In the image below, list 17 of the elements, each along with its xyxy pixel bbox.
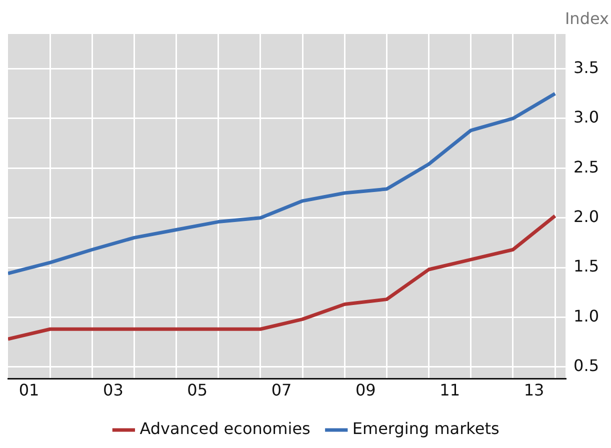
y-axis-title: Index [564, 9, 609, 28]
y-tick-label: 1.5 [574, 256, 600, 276]
x-tick-label: 13 [524, 380, 544, 400]
x-tick-label: 07 [271, 380, 292, 400]
legend-label: Emerging markets [352, 419, 500, 438]
x-tick-label: 05 [187, 380, 208, 400]
y-tick-label: 3.5 [574, 58, 600, 77]
x-tick-label: 09 [355, 380, 376, 400]
y-tick-label: 3.0 [574, 108, 600, 127]
y-tick-label: 0.5 [574, 356, 600, 376]
y-tick-label: 1.0 [574, 306, 600, 326]
x-tick-label: 11 [440, 380, 460, 400]
x-tick-label: 01 [18, 380, 40, 400]
y-tick-label: 2.5 [574, 157, 600, 176]
y-tick-label: 2.0 [574, 206, 600, 226]
legend-label: Advanced economies [140, 419, 310, 438]
x-tick-label: 03 [103, 380, 124, 400]
